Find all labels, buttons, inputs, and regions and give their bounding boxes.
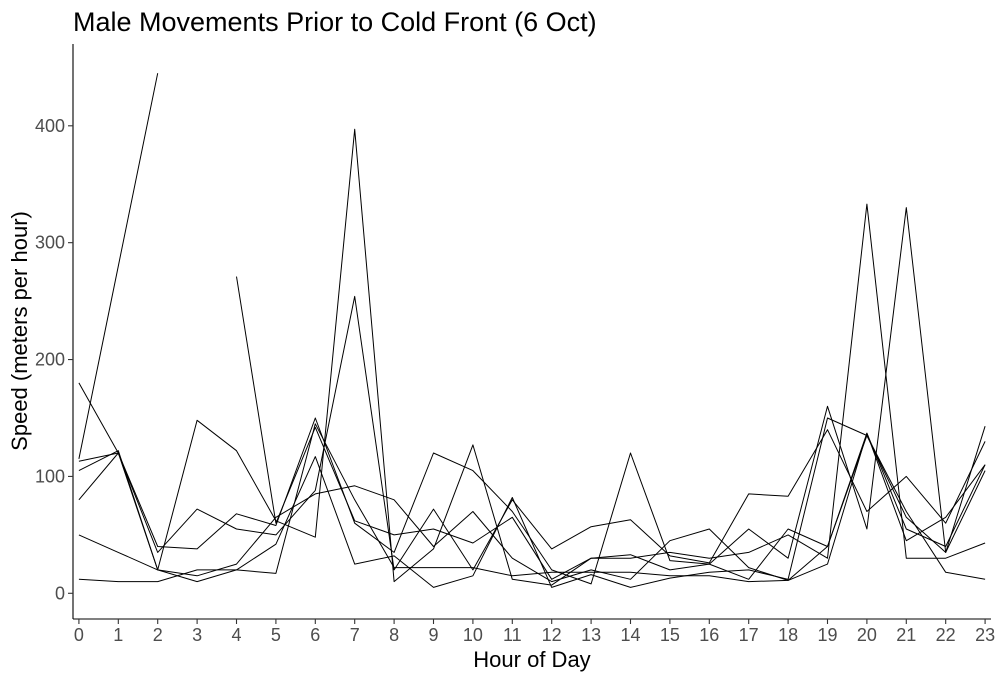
y-tick-label: 400	[35, 116, 65, 136]
x-tick-label: 21	[896, 625, 916, 645]
x-tick-label: 19	[817, 625, 837, 645]
series-line-2	[236, 276, 986, 580]
series-line-5	[78, 295, 986, 571]
x-tick-label: 5	[271, 625, 281, 645]
y-axis: 0 100 200 300 400	[35, 116, 73, 603]
series-line-1	[78, 73, 159, 460]
x-tick-label: 3	[192, 625, 202, 645]
x-tick-label: 0	[74, 625, 84, 645]
y-tick-label: 200	[35, 350, 65, 370]
x-tick-label: 9	[428, 625, 438, 645]
x-tick-label: 18	[778, 625, 798, 645]
y-tick-label: 300	[35, 233, 65, 253]
x-tick-label: 10	[463, 625, 483, 645]
x-tick-label: 8	[389, 625, 399, 645]
chart-title: Male Movements Prior to Cold Front (6 Oc…	[73, 7, 597, 37]
x-tick-label: 4	[231, 625, 241, 645]
x-tick-label: 7	[350, 625, 360, 645]
plot-lines	[78, 73, 986, 588]
x-tick-label: 15	[660, 625, 680, 645]
y-tick-label: 100	[35, 466, 65, 486]
series-line-7	[78, 435, 986, 583]
x-tick-label: 16	[699, 625, 719, 645]
x-tick-label: 17	[739, 625, 759, 645]
x-tick-label: 6	[310, 625, 320, 645]
x-tick-label: 20	[857, 625, 877, 645]
x-tick-label: 13	[581, 625, 601, 645]
x-tick-label: 11	[503, 625, 522, 645]
x-tick-label: 12	[542, 625, 562, 645]
series-line-8	[78, 423, 986, 583]
series-line-6	[78, 417, 986, 588]
series-line-4	[78, 128, 986, 586]
series-line-3	[78, 207, 986, 585]
x-axis: 0 1 2 3 4 5 6 7 8 9 10 11 12 13 14 15 16 17 18 19 20 21 22 23	[74, 619, 995, 645]
x-tick-label: 2	[153, 625, 163, 645]
x-tick-label: 1	[113, 625, 123, 645]
y-tick-label: 0	[55, 583, 65, 603]
y-axis-title: Speed (meters per hour)	[7, 211, 32, 451]
x-axis-title: Hour of Day	[473, 647, 590, 672]
x-tick-label: 22	[936, 625, 956, 645]
x-tick-label: 23	[975, 625, 995, 645]
x-tick-label: 14	[620, 625, 640, 645]
